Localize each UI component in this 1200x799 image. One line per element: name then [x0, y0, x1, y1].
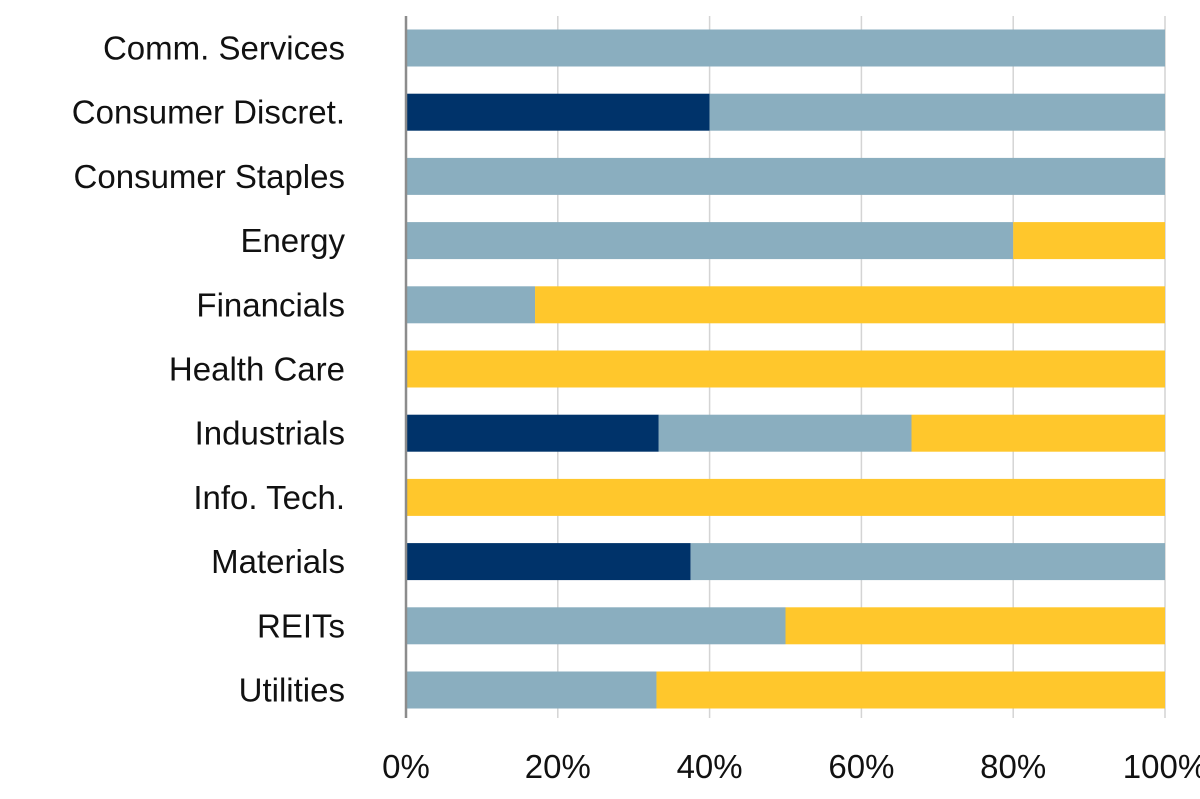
x-tick-label: 0% [382, 748, 430, 785]
bar-gold-5 [406, 350, 1165, 388]
category-label: Consumer Discret. [72, 94, 345, 131]
bar-slate-blue-10 [406, 671, 657, 709]
bars [406, 29, 1165, 709]
x-tick-label: 80% [980, 748, 1046, 785]
bar-gold-7 [406, 478, 1165, 516]
bar-gold-6 [911, 414, 1165, 452]
labels: Comm. Services Consumer Discret. Consumer … [72, 30, 1200, 786]
bar-slate-blue-3 [406, 222, 1014, 260]
category-label: Consumer Staples [74, 158, 345, 195]
bar-dark-navy-6 [406, 414, 659, 452]
bar-slate-blue-8 [690, 543, 1165, 581]
category-label: Utilities [239, 672, 345, 709]
x-tick-label: 20% [525, 748, 591, 785]
bar-slate-blue-1 [709, 93, 1165, 131]
bar-gold-9 [785, 607, 1165, 645]
category-label: Financials [196, 286, 345, 323]
category-label: REITs [257, 607, 345, 644]
category-label: Info. Tech. [193, 479, 345, 516]
bar-slate-blue-4 [406, 286, 536, 324]
category-label: Industrials [195, 415, 345, 452]
bar-slate-blue-9 [406, 607, 786, 645]
bar-slate-blue-2 [406, 157, 1165, 195]
category-label: Energy [240, 222, 345, 259]
bar-gold-3 [1013, 222, 1165, 260]
x-tick-label: 40% [677, 748, 743, 785]
category-label: Materials [211, 543, 345, 580]
bar-slate-blue-6 [658, 414, 912, 452]
x-tick-label: 60% [828, 748, 894, 785]
bar-slate-blue-0 [406, 29, 1165, 67]
bar-gold-4 [535, 286, 1165, 324]
bar-dark-navy-8 [406, 543, 691, 581]
bar-gold-10 [656, 671, 1165, 709]
bar-dark-navy-1 [406, 93, 710, 131]
category-label: Health Care [169, 351, 345, 388]
x-tick-label: 100% [1123, 748, 1200, 785]
category-label: Comm. Services [103, 30, 345, 67]
